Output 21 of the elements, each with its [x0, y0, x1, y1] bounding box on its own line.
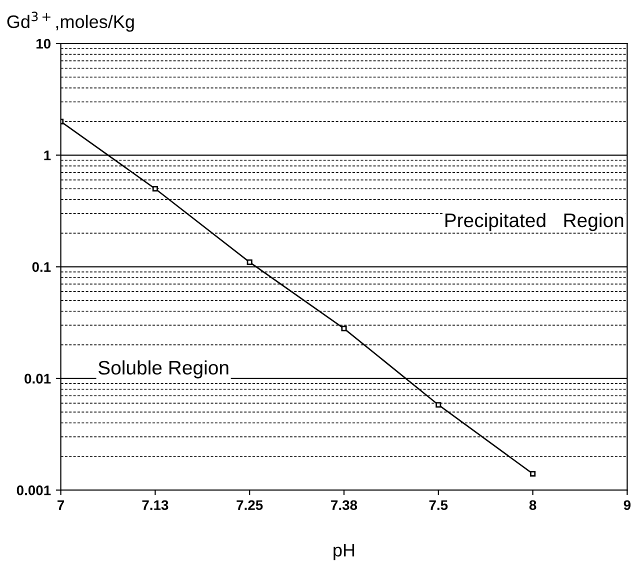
y-tick-label: 0.1 [32, 262, 51, 272]
x-tick-label: 8 [529, 500, 536, 510]
x-axis-title: pH [334, 544, 354, 560]
y-tick-label: 1 [44, 150, 51, 160]
point [152, 186, 158, 192]
x-tick-label: 9 [624, 500, 631, 510]
y-tick-label: 0.01 [24, 374, 51, 384]
y-tick-label: 0.001 [16, 485, 51, 496]
annotation: Soluble Region [98, 360, 228, 378]
x-tick-label: 7.38 [331, 500, 358, 510]
point [530, 471, 536, 477]
point [436, 402, 442, 408]
x-tick-label: 7.13 [142, 500, 168, 510]
y-tick-label: 10 [36, 38, 51, 49]
annotation: Precipitated Region [445, 212, 624, 232]
point [246, 259, 252, 265]
y-axis-title: Gd$^{3+}$,moles/Kg [7, 12, 134, 32]
point [341, 326, 347, 332]
x-tick-label: 7.5 [429, 500, 448, 510]
x-tick-label: 7 [58, 500, 64, 510]
x-tick-label: 7.25 [236, 500, 263, 510]
